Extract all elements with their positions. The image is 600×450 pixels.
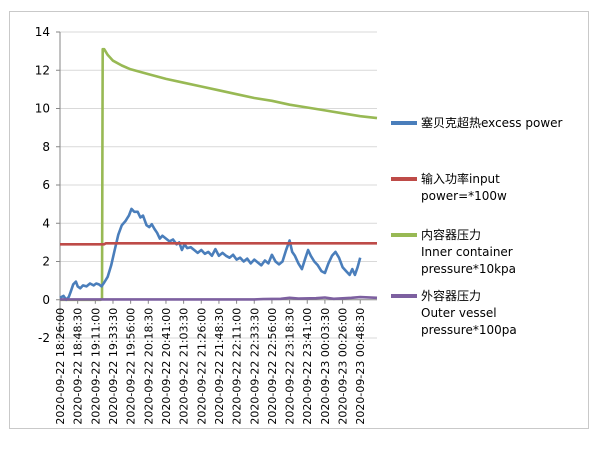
legend-item: 输入功率input power=*100w (391, 171, 507, 203)
series-lines (59, 47, 378, 302)
chart-frame: -2 0 2 4 6 8 10 12 14 2020-09-22 18:26:00 2020-09… (9, 11, 589, 429)
x-tick-label: 2020-09-22 19:56:00 (125, 308, 138, 425)
series-line-1 (60, 242, 377, 246)
y-tick-label: 4 (42, 216, 50, 230)
x-tick-label: 2020-09-22 23:18:30 (284, 308, 297, 425)
legend-label: Inner container (421, 245, 513, 259)
legend-item: 外容器压力 Outer vessel pressure*100pa (391, 288, 517, 337)
legend-label: pressure*10kpa (421, 262, 516, 276)
x-tick-label: 2020-09-22 22:33:30 (248, 308, 261, 425)
x-tick-label: 2020-09-22 21:03:30 (178, 308, 191, 425)
y-tick-label: 6 (42, 178, 50, 192)
legend-label: pressure*100pa (421, 323, 517, 337)
y-tick-label: 2 (42, 255, 50, 269)
series-line-3 (60, 295, 378, 301)
x-tick-label: 2020-09-22 19:33:30 (107, 308, 120, 425)
gridlines (60, 31, 377, 339)
y-tick-label: 8 (42, 140, 50, 154)
x-tick-label: 2020-09-23 00:26:00 (337, 308, 350, 425)
y-tick-label: 12 (35, 63, 50, 77)
x-tick-label: 2020-09-22 18:48:30 (72, 308, 85, 425)
x-tick-label: 2020-09-23 00:48:30 (354, 308, 367, 425)
x-tick-label: 2020-09-22 18:26:00 (54, 308, 67, 425)
x-tick-label: 2020-09-22 23:41:00 (301, 308, 314, 425)
y-tick-label: 10 (35, 102, 50, 116)
x-tick-label: 2020-09-22 22:11:00 (231, 308, 244, 425)
legend-label: 塞贝克超热excess power (421, 115, 563, 130)
legend-label: 外容器压力 (421, 288, 481, 303)
legend-label: 输入功率input (421, 171, 500, 186)
legend-label: power=*100w (421, 189, 507, 203)
x-tick-label: 2020-09-22 19:11:00 (89, 308, 102, 425)
y-axis: -2 0 2 4 6 8 10 12 14 (35, 25, 61, 345)
legend-item: 塞贝克超热excess power (391, 115, 563, 130)
x-tick-label: 2020-09-23 00:03:30 (319, 308, 332, 425)
x-axis: 2020-09-22 18:26:00 2020-09-22 18:48:30 20… (54, 299, 377, 425)
y-tick-label: 0 (42, 293, 50, 307)
legend-label: Outer vessel (421, 306, 497, 320)
x-tick-label: 2020-09-22 20:18:30 (142, 308, 155, 425)
y-tick-label: 14 (35, 25, 50, 39)
legend-item: 内容器压力 Inner container pressure*10kpa (391, 227, 516, 276)
x-tick-label: 2020-09-22 20:41:00 (160, 308, 173, 425)
series-line-0 (59, 207, 362, 302)
x-tick-label: 2020-09-22 22:56:00 (266, 308, 279, 425)
x-tick-label: 2020-09-22 21:48:30 (213, 308, 226, 425)
legend-label: 内容器压力 (421, 227, 481, 242)
series-line-2 (60, 47, 378, 302)
y-tick-label: -2 (38, 331, 50, 345)
x-tick-label: 2020-09-22 21:26:00 (195, 308, 208, 425)
legend: 塞贝克超热excess power 输入功率input power=*100w 内容器… (391, 115, 563, 337)
